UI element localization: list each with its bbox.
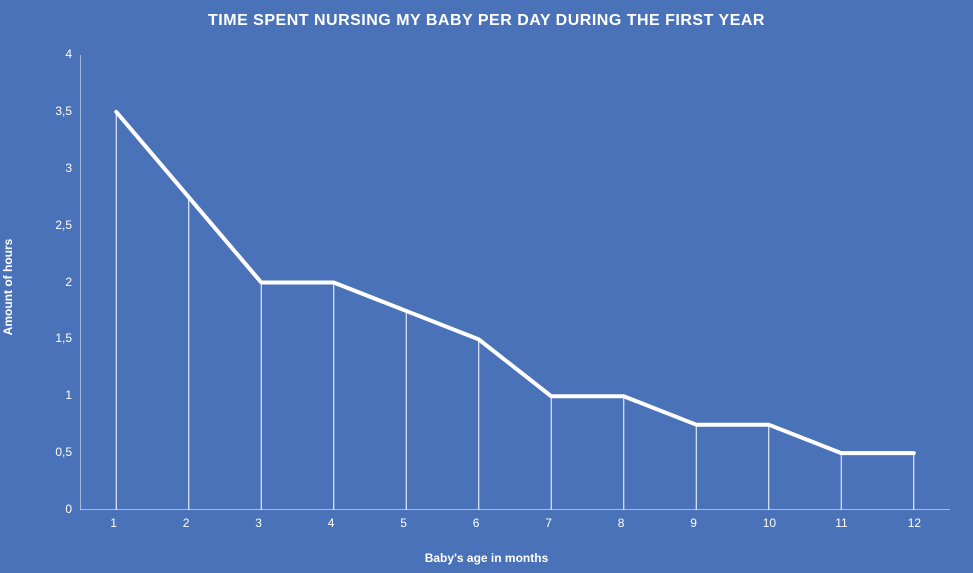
y-tick-label: 4 [65, 47, 72, 61]
y-tick-label: 1,5 [55, 331, 72, 345]
y-tick-label: 0 [65, 502, 72, 516]
x-tick-label: 6 [473, 516, 480, 530]
y-tick-label: 2 [65, 275, 72, 289]
x-tick-label: 4 [328, 516, 335, 530]
x-tick-label: 12 [908, 516, 921, 530]
x-axis-label: Baby's age in months [0, 551, 973, 565]
y-tick-label: 3,5 [55, 104, 72, 118]
x-tick-label: 10 [763, 516, 776, 530]
x-tick-label: 3 [255, 516, 262, 530]
x-tick-label: 5 [400, 516, 407, 530]
x-tick-label: 11 [835, 516, 847, 530]
y-tick-label: 1 [65, 388, 72, 402]
y-axis-label: Amount of hours [1, 238, 15, 335]
x-tick-label: 7 [545, 516, 552, 530]
y-tick-label: 0,5 [55, 445, 72, 459]
x-tick-label: 1 [110, 516, 117, 530]
plot-area [80, 55, 950, 510]
nursing-time-chart: TIME SPENT NURSING MY BABY PER DAY DURIN… [0, 0, 973, 573]
x-tick-label: 9 [690, 516, 697, 530]
y-tick-label: 2,5 [55, 218, 72, 232]
x-tick-label: 2 [183, 516, 190, 530]
x-tick-label: 8 [618, 516, 625, 530]
chart-title: TIME SPENT NURSING MY BABY PER DAY DURIN… [0, 12, 973, 30]
y-tick-label: 3 [65, 161, 72, 175]
